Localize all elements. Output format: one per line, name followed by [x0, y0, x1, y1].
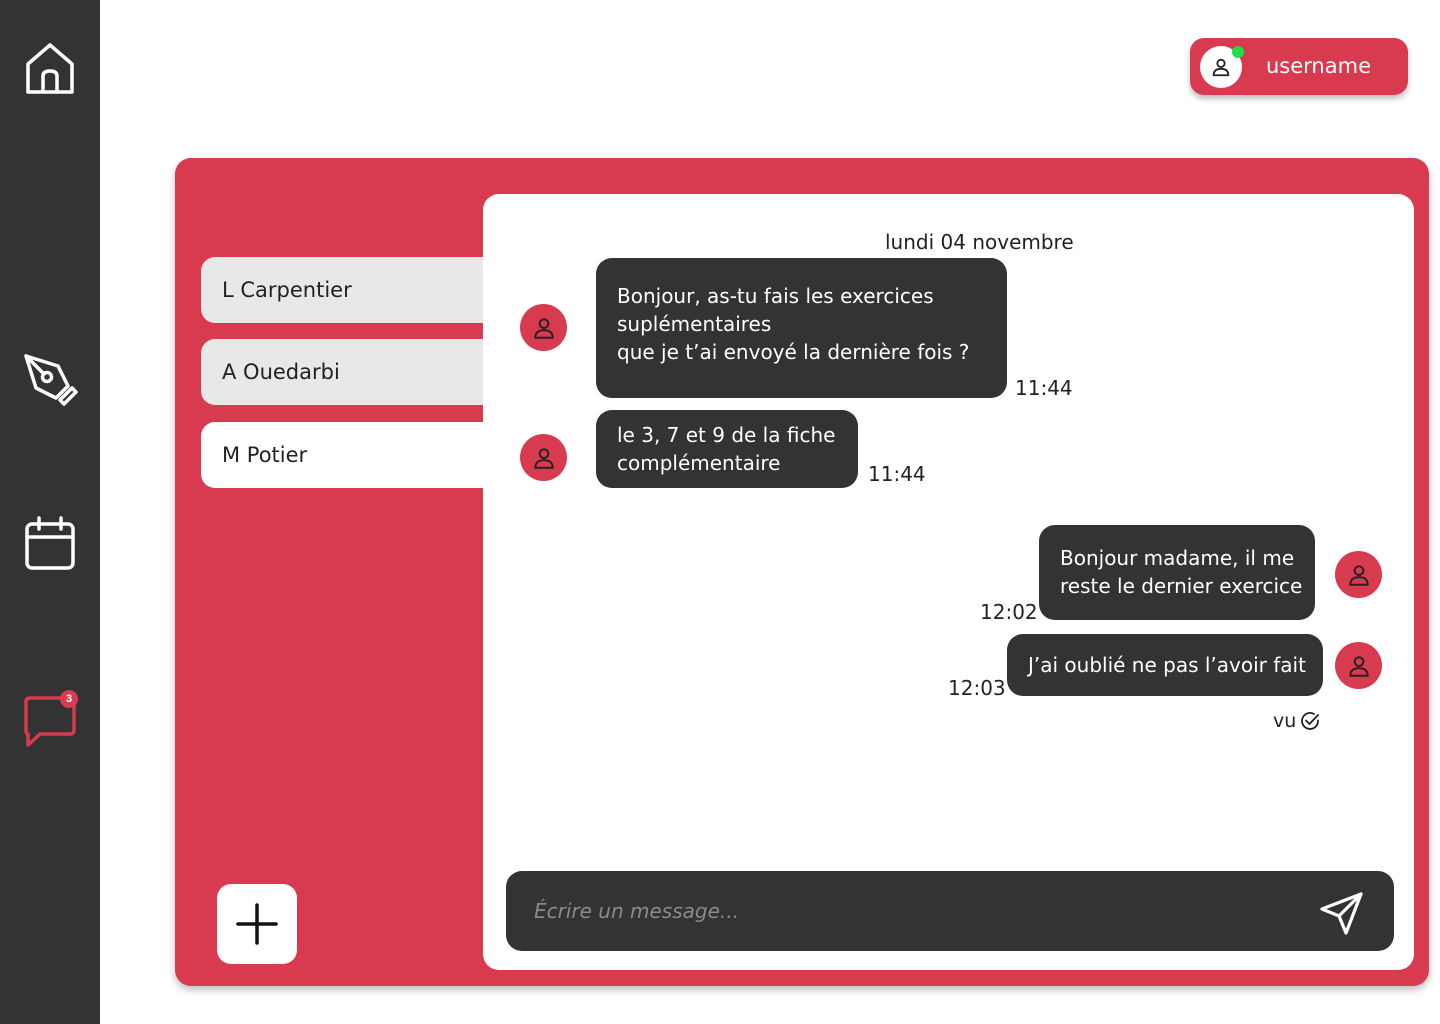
- user-avatar-chat: [1335, 642, 1382, 689]
- message-line: complémentaire: [617, 451, 781, 475]
- user-icon: [533, 317, 554, 339]
- message-bubble-sent: J’ai oublié ne pas l’avoir fait: [1007, 634, 1323, 696]
- pen-nib-icon: [24, 354, 78, 406]
- message-line: Bonjour, as-tu fais les exercices: [617, 284, 934, 308]
- user-icon: [1348, 655, 1369, 677]
- message-line: suplémentaires: [617, 312, 772, 336]
- new-conversation-button[interactable]: [217, 884, 297, 964]
- contact-item-selected[interactable]: M Potier: [201, 422, 491, 488]
- calendar-icon: [25, 516, 75, 570]
- online-status-dot: [1232, 46, 1244, 58]
- message-line: J’ai oublié ne pas l’avoir fait: [1028, 653, 1306, 677]
- sidebar: 3: [0, 0, 100, 1024]
- nav-messages-button[interactable]: 3: [20, 690, 80, 750]
- message-time: 12:03: [948, 676, 1006, 700]
- message-composer: [506, 871, 1394, 951]
- message-time: 12:02: [980, 600, 1038, 624]
- plus-icon: [236, 903, 278, 945]
- send-icon: [1320, 892, 1363, 935]
- user-avatar: [1200, 46, 1244, 88]
- message-input[interactable]: [534, 893, 1294, 929]
- message-time: 11:44: [868, 462, 926, 486]
- message-line: que je t’ai envoyé la dernière fois ?: [617, 340, 970, 364]
- chat-window: lundi 04 novembre Bonjour, as-tu fais le…: [483, 194, 1414, 970]
- chat-date: lundi 04 novembre: [885, 230, 1074, 254]
- read-receipt-label: vu: [1273, 710, 1297, 732]
- nav-calendar-button[interactable]: [20, 513, 80, 573]
- user-name: username: [1266, 54, 1371, 78]
- home-icon: [26, 43, 74, 94]
- message-line: le 3, 7 et 9 de la fiche: [617, 423, 836, 447]
- read-receipt: vu: [1273, 710, 1320, 732]
- contact-avatar: [520, 434, 567, 481]
- user-profile-button[interactable]: username: [1190, 38, 1408, 95]
- chat-icon: [24, 696, 76, 747]
- nav-home-button[interactable]: [20, 38, 80, 98]
- contact-item[interactable]: A Ouedarbi: [201, 339, 491, 405]
- unread-badge: 3: [60, 690, 78, 708]
- messages-panel: L Carpentier A Ouedarbi M Potier lundi 0…: [175, 158, 1429, 986]
- user-icon: [1348, 564, 1369, 586]
- user-avatar-chat: [1335, 551, 1382, 598]
- contact-item[interactable]: L Carpentier: [201, 257, 491, 323]
- message-time: 11:44: [1015, 376, 1073, 400]
- send-button[interactable]: [1318, 889, 1366, 937]
- user-icon: [533, 447, 554, 469]
- message-line: Bonjour madame, il me: [1060, 546, 1295, 570]
- message-line: reste le dernier exercice: [1060, 574, 1303, 598]
- user-icon: [1212, 58, 1230, 77]
- contact-avatar: [520, 304, 567, 351]
- message-bubble-sent: Bonjour madame, il me reste le dernier e…: [1039, 525, 1315, 620]
- message-bubble-received: le 3, 7 et 9 de la fiche complémentaire: [596, 410, 858, 488]
- check-circle-icon: [1301, 712, 1320, 730]
- nav-homework-button[interactable]: [20, 350, 80, 410]
- message-bubble-received: Bonjour, as-tu fais les exercices suplém…: [596, 258, 1007, 398]
